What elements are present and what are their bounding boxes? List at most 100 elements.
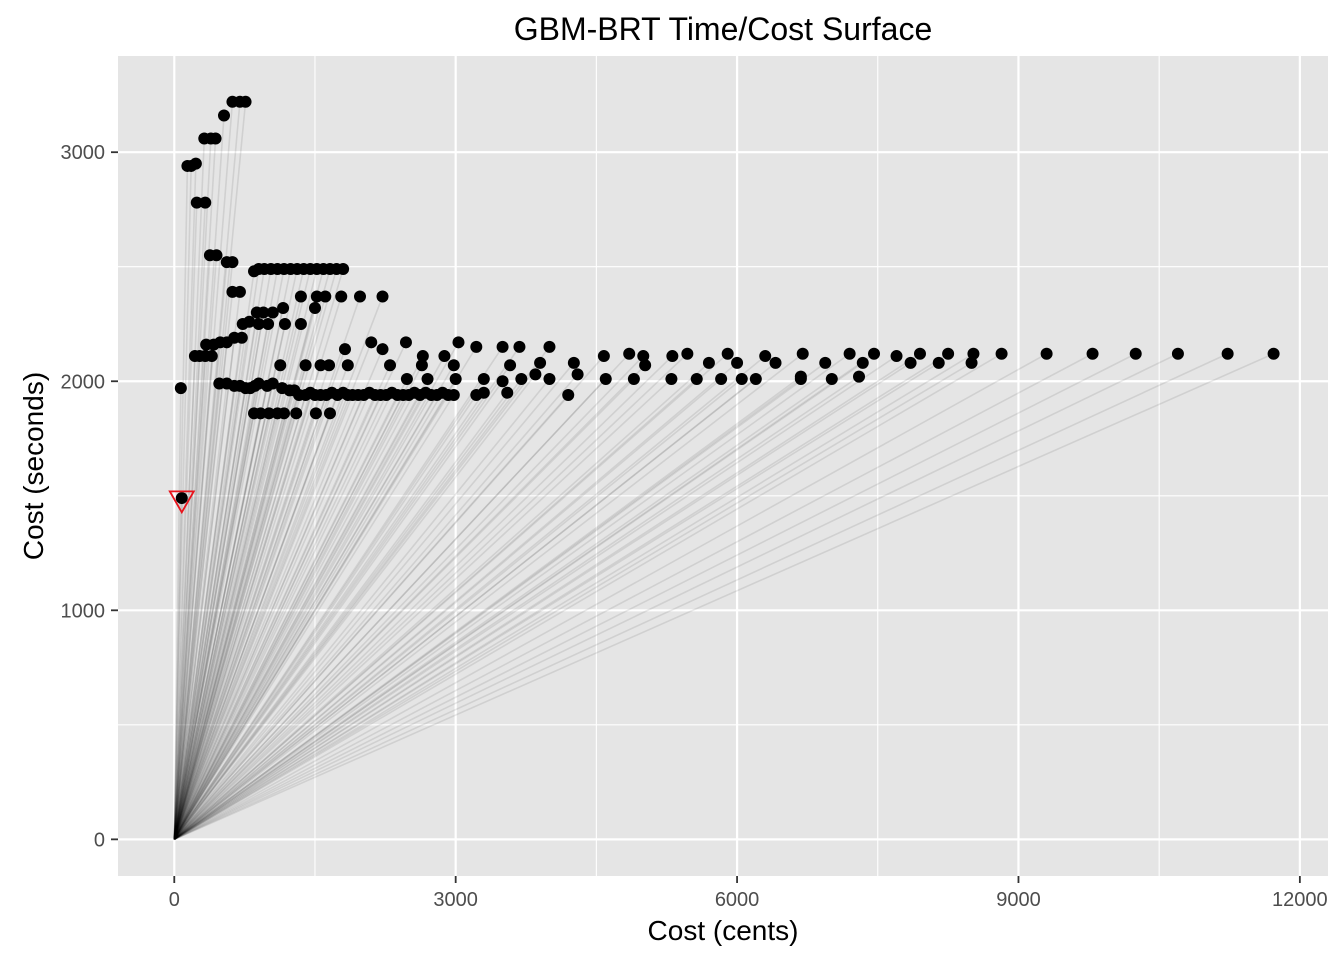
data-point xyxy=(496,340,509,353)
data-point xyxy=(299,359,312,372)
origin-segment xyxy=(173,378,802,840)
origin-segment xyxy=(173,380,504,840)
origin-segment xyxy=(173,353,1179,841)
origin-segment xyxy=(173,356,196,840)
origin-segment xyxy=(173,353,1137,841)
origin-segment xyxy=(173,383,274,840)
data-point xyxy=(310,290,323,303)
origin-segment xyxy=(173,341,407,840)
origin-segment xyxy=(173,346,504,840)
origin-segment xyxy=(173,362,777,840)
y-tick-label: 2000 xyxy=(61,371,106,393)
data-point xyxy=(243,315,256,328)
origin-segment xyxy=(173,341,460,840)
origin-segment xyxy=(173,337,243,840)
origin-segment xyxy=(173,353,630,840)
data-point xyxy=(868,347,881,360)
origin-segment xyxy=(173,362,738,840)
origin-segment xyxy=(173,394,365,840)
origin-segment xyxy=(173,378,522,840)
data-point xyxy=(338,343,351,356)
origin-segment xyxy=(173,268,292,840)
data-point xyxy=(967,347,980,360)
data-point xyxy=(597,350,610,363)
origin-segment xyxy=(173,387,247,840)
data-point xyxy=(731,356,744,369)
data-point xyxy=(1171,347,1184,360)
data-point xyxy=(759,350,772,363)
origin-segment xyxy=(173,346,477,840)
origin-segment xyxy=(173,307,316,840)
origin-segment xyxy=(173,378,551,840)
origin-segment xyxy=(173,390,291,840)
data-point xyxy=(205,350,218,363)
origin-segment xyxy=(173,378,457,840)
origin-segment xyxy=(173,353,875,841)
data-point xyxy=(843,347,856,360)
origin-segment xyxy=(173,373,579,840)
origin-segment xyxy=(173,392,344,840)
highlight-triangle-marker xyxy=(168,490,196,515)
origin-segment xyxy=(173,394,327,840)
data-point xyxy=(942,347,955,360)
origin-segment xyxy=(173,355,897,841)
origin-segment xyxy=(173,362,826,840)
data-point xyxy=(308,301,321,314)
data-point xyxy=(452,336,465,349)
data-point xyxy=(819,356,832,369)
origin-segment xyxy=(173,392,371,840)
origin-segment xyxy=(173,413,331,840)
origin-segment xyxy=(173,355,673,840)
origin-segment xyxy=(173,390,296,840)
data-point xyxy=(257,306,270,319)
x-tick-label: 3000 xyxy=(433,889,478,911)
origin-segment xyxy=(173,413,279,840)
origin-segment xyxy=(173,378,485,840)
origin-segment xyxy=(173,394,421,840)
origin-segment xyxy=(173,307,284,840)
data-point xyxy=(263,407,276,420)
origin-segment xyxy=(173,323,260,840)
origin-segment xyxy=(173,365,282,840)
data-point xyxy=(190,196,203,209)
origin-segment xyxy=(173,392,333,840)
origin-segment xyxy=(173,353,729,840)
origin-segment xyxy=(173,353,1047,841)
data-point xyxy=(749,372,762,385)
chart-title: GBM-BRT Time/Cost Surface xyxy=(514,11,932,47)
origin-segment xyxy=(173,138,206,840)
origin-segment xyxy=(173,394,349,840)
origin-segment xyxy=(173,268,279,840)
data-point xyxy=(571,368,584,381)
origin-segment xyxy=(173,394,387,840)
origin-segment xyxy=(173,268,260,840)
data-point xyxy=(341,359,354,372)
origin-segment xyxy=(173,378,672,840)
origin-segment xyxy=(173,392,393,840)
data-point xyxy=(721,347,734,360)
origin-segment xyxy=(173,378,743,840)
data-point xyxy=(702,356,715,369)
origin-segment xyxy=(173,353,804,840)
data-point xyxy=(715,372,728,385)
origin-segment xyxy=(173,378,833,841)
origin-segment xyxy=(173,362,940,841)
data-point xyxy=(1040,347,1053,360)
origin-segment xyxy=(173,323,244,840)
origin-segment xyxy=(173,394,307,840)
data-point xyxy=(323,359,336,372)
origin-segment xyxy=(173,364,391,840)
data-point xyxy=(438,350,451,363)
data-point xyxy=(226,256,239,269)
origin-segment xyxy=(173,356,201,840)
data-points xyxy=(174,95,1280,505)
data-point xyxy=(627,372,640,385)
origin-segment xyxy=(173,364,511,840)
origin-segment xyxy=(173,312,265,840)
data-point xyxy=(504,359,517,372)
origin-segment xyxy=(173,355,766,840)
origin-segment xyxy=(173,101,247,840)
origin-segment xyxy=(173,355,424,840)
origin-segment xyxy=(173,342,222,840)
data-point xyxy=(599,372,612,385)
